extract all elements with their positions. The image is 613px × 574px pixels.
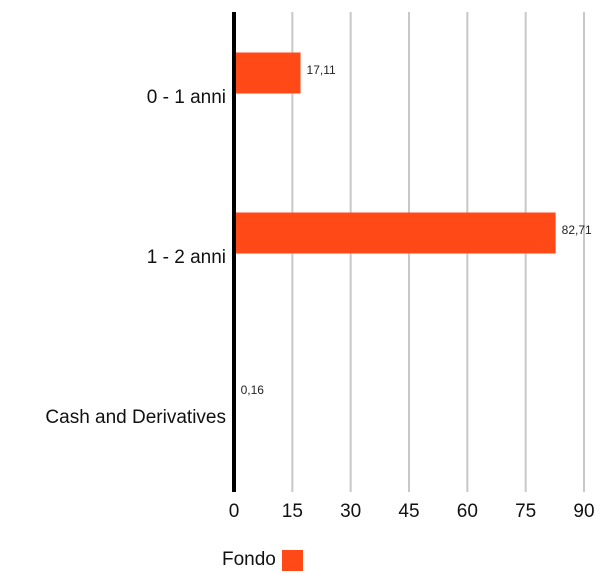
data-label: 82,71 xyxy=(562,223,592,237)
x-tick-label: 75 xyxy=(515,501,536,522)
data-label: 0,16 xyxy=(241,383,265,397)
category-label: Cash and Derivatives xyxy=(45,407,226,428)
legend-swatch xyxy=(281,549,303,571)
labels: 0 15 30 45 60 75 90 0 - 1 anni 17,11 1 - 2 anni 82… xyxy=(45,63,594,522)
category-label: 1 - 2 anni xyxy=(147,247,226,268)
x-tick-label: 15 xyxy=(282,501,303,522)
bars xyxy=(234,52,556,414)
x-tick-label: 0 xyxy=(229,501,240,522)
bar xyxy=(234,52,301,94)
x-tick-label: 45 xyxy=(398,501,419,522)
category-label: 0 - 1 anni xyxy=(147,87,226,108)
data-label: 17,11 xyxy=(307,63,336,77)
x-tick-label: 90 xyxy=(573,501,594,522)
legend-label: Fondo xyxy=(222,549,276,570)
legend: Fondo xyxy=(222,549,303,571)
bar xyxy=(234,212,556,254)
x-tick-label: 60 xyxy=(457,501,478,522)
x-tick-label: 30 xyxy=(340,501,361,522)
